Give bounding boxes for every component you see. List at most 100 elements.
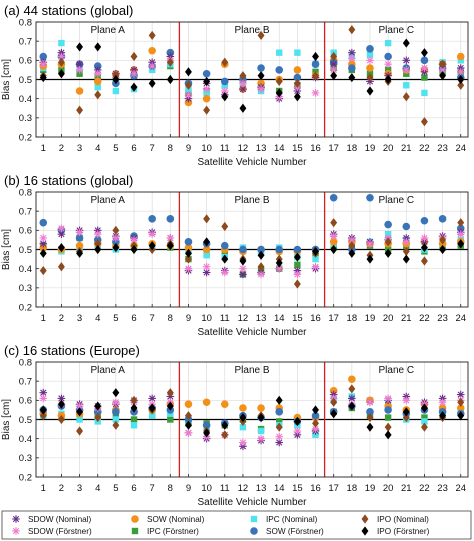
data-point [221, 420, 229, 430]
plane-label: Plane B [234, 195, 269, 206]
data-point [403, 70, 410, 77]
data-point [130, 422, 138, 429]
data-point [276, 49, 283, 56]
data-point [112, 242, 120, 253]
data-point [275, 432, 284, 441]
data-point [185, 420, 192, 430]
data-point [221, 430, 229, 440]
data-point [220, 400, 229, 408]
data-point [112, 398, 120, 407]
data-point [312, 431, 319, 439]
data-point [239, 423, 247, 431]
x-tick-label: 13 [256, 143, 267, 154]
x-tick-label: 11 [220, 313, 230, 324]
x-tick-label: 15 [292, 313, 303, 324]
data-point [348, 25, 356, 35]
y-axis-label: Bias [cm] [1, 399, 12, 440]
data-point [294, 49, 301, 56]
data-point [330, 397, 338, 407]
legend-item: IPC (Förstner) [131, 527, 199, 536]
data-point [185, 67, 192, 77]
data-point [329, 232, 338, 240]
data-point [384, 414, 392, 421]
panel-title: (a) 44 stations (global) [4, 3, 133, 18]
data-point [311, 89, 320, 97]
data-point [257, 64, 265, 72]
data-point [94, 83, 101, 91]
data-point [148, 30, 156, 41]
data-point [402, 222, 411, 231]
x-tick-label: 20 [383, 483, 394, 494]
data-point [402, 246, 410, 257]
data-point [239, 438, 247, 447]
y-tick-label: 0.8 [19, 357, 32, 368]
data-point [293, 252, 301, 262]
y-tick-label: 0.3 [19, 113, 32, 124]
data-point [348, 384, 356, 394]
x-tick-label: 16 [310, 143, 321, 154]
x-tick-label: 12 [238, 313, 249, 324]
x-tick-label: 5 [113, 143, 118, 154]
data-point [329, 66, 338, 74]
data-point [184, 238, 193, 246]
x-tick-label: 21 [401, 143, 412, 154]
data-point [202, 421, 211, 430]
x-tick-label: 11 [220, 143, 230, 154]
plane-label: Plane B [234, 25, 269, 36]
data-point [148, 412, 156, 419]
data-point [202, 85, 211, 93]
data-point [348, 64, 356, 72]
x-tick-label: 24 [455, 143, 466, 154]
data-point [39, 265, 47, 276]
data-point [276, 418, 283, 425]
data-point [93, 77, 102, 86]
data-point [275, 422, 283, 432]
legend-label: SOW (Nominal) [147, 515, 205, 524]
series-sow-nominal [39, 238, 465, 256]
series-ipo-nominal [39, 214, 465, 289]
data-point [57, 262, 65, 272]
data-point [457, 397, 465, 407]
data-point [330, 71, 338, 81]
series-ipo-nominal [39, 384, 465, 440]
data-point [293, 73, 302, 82]
x-tick-label: 7 [150, 143, 155, 154]
x-tick-label: 12 [238, 483, 249, 494]
data-point [130, 403, 138, 413]
data-point [275, 258, 283, 268]
legend-label: IPC (Förstner) [147, 527, 199, 536]
data-point [202, 245, 211, 254]
data-point [39, 248, 47, 258]
plane-label: Plane A [90, 25, 125, 36]
legend-label: SDOW (Förstner) [28, 527, 92, 536]
data-point [420, 256, 428, 266]
series-ipo-f-rstner [39, 237, 465, 268]
data-point [221, 92, 229, 102]
data-point [148, 394, 156, 403]
data-point [57, 242, 65, 253]
x-tick-label: 19 [365, 143, 376, 154]
x-tick-label: 1 [41, 143, 46, 154]
data-point [420, 216, 429, 225]
data-point [457, 218, 465, 228]
x-tick-label: 2 [59, 313, 64, 324]
data-point [293, 92, 301, 102]
x-tick-label: 8 [168, 143, 173, 154]
data-point [257, 434, 265, 443]
data-point [420, 48, 428, 58]
data-point [166, 401, 174, 411]
legend-marker [131, 527, 139, 535]
data-point [75, 241, 84, 250]
data-point [420, 64, 429, 72]
legend-box [1, 510, 472, 540]
data-point [384, 248, 392, 258]
data-point [221, 221, 229, 232]
data-point [39, 411, 47, 421]
data-point [112, 74, 120, 85]
x-tick-label: 20 [383, 143, 394, 154]
data-point [293, 427, 302, 435]
data-point [184, 264, 193, 273]
data-point [76, 426, 84, 436]
y-axis-label: Bias [cm] [1, 229, 12, 270]
data-point [438, 215, 447, 223]
